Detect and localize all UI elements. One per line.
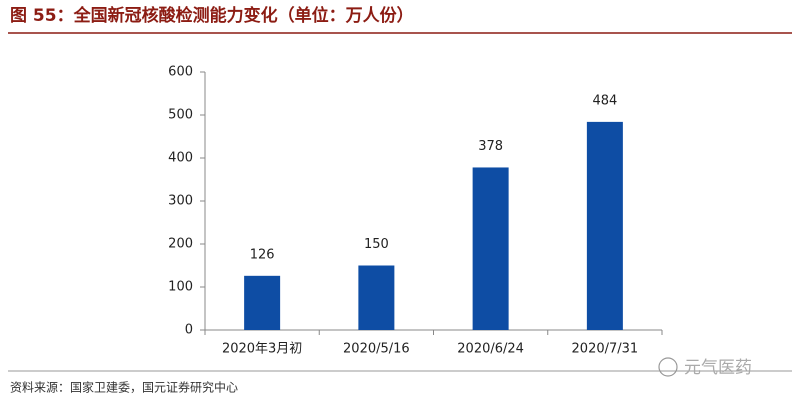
bar bbox=[472, 167, 509, 330]
data-label: 126 bbox=[250, 247, 275, 262]
watermark-icon bbox=[658, 357, 678, 377]
y-tick-label: 0 bbox=[185, 323, 193, 338]
y-tick-label: 500 bbox=[168, 108, 193, 123]
x-tick-label: 2020/6/24 bbox=[457, 342, 524, 357]
y-tick-label: 100 bbox=[168, 280, 193, 295]
watermark: 元气医药 bbox=[684, 358, 752, 378]
y-tick-label: 200 bbox=[168, 237, 193, 252]
y-tick-label: 600 bbox=[168, 65, 193, 80]
x-tick-label: 2020年3月初 bbox=[222, 342, 302, 357]
x-tick-label: 2020/5/16 bbox=[343, 342, 410, 357]
x-tick-label: 2020/7/31 bbox=[572, 342, 639, 357]
bar bbox=[586, 121, 623, 330]
bar bbox=[244, 275, 281, 330]
bar bbox=[358, 265, 395, 330]
chart-title: 图 55：全国新冠核酸检测能力变化（单位：万人份） bbox=[10, 5, 414, 26]
data-label: 150 bbox=[364, 237, 389, 252]
source-note: 资料来源：国家卫建委，国元证券研究中心 bbox=[10, 380, 238, 395]
data-label: 378 bbox=[478, 139, 503, 154]
y-tick-label: 400 bbox=[168, 151, 193, 166]
y-tick-label: 300 bbox=[168, 194, 193, 209]
data-label: 484 bbox=[592, 93, 617, 108]
